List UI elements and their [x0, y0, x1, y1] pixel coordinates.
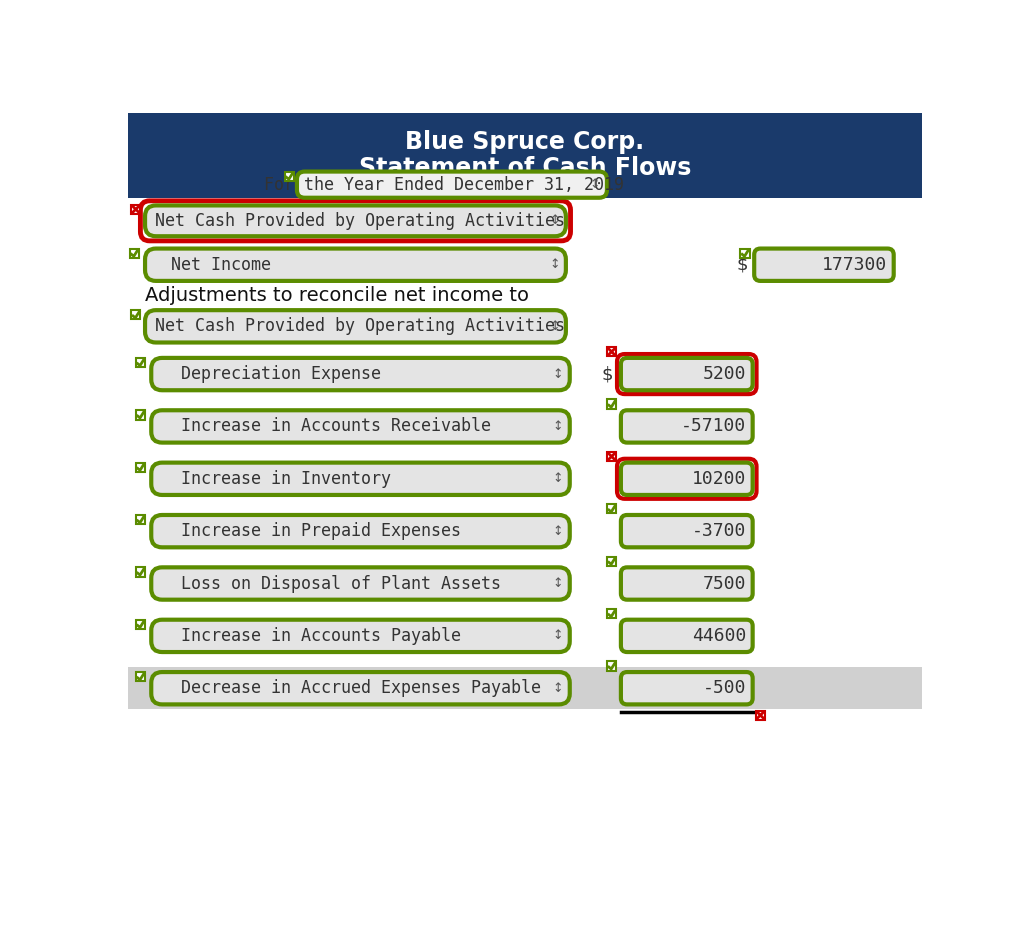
FancyBboxPatch shape	[621, 358, 753, 390]
Bar	[136, 672, 145, 681]
Text: ↕: ↕	[553, 682, 563, 695]
Bar	[131, 310, 140, 319]
Text: ↕: ↕	[549, 215, 559, 227]
FancyBboxPatch shape	[621, 515, 753, 547]
Bar	[128, 113, 922, 198]
FancyBboxPatch shape	[152, 463, 569, 495]
Text: Net Cash Provided by Operating Activities: Net Cash Provided by Operating Activitie…	[155, 317, 565, 335]
Text: ↕: ↕	[553, 367, 563, 381]
FancyBboxPatch shape	[152, 358, 569, 390]
FancyBboxPatch shape	[621, 672, 753, 705]
Bar	[136, 463, 145, 472]
Bar	[607, 609, 616, 618]
Bar	[136, 358, 145, 367]
Bar	[607, 399, 616, 409]
Text: -3700: -3700	[692, 522, 746, 540]
Text: ↕: ↕	[553, 420, 563, 433]
Bar	[607, 557, 616, 566]
Text: Blue Spruce Corp.: Blue Spruce Corp.	[406, 130, 644, 154]
Text: $: $	[736, 255, 748, 274]
Bar	[285, 171, 294, 181]
Bar	[607, 661, 616, 671]
Text: Increase in Inventory: Increase in Inventory	[180, 470, 391, 488]
FancyBboxPatch shape	[621, 463, 753, 495]
Text: Net Income: Net Income	[171, 255, 270, 274]
Text: Depreciation Expense: Depreciation Expense	[180, 365, 381, 383]
Text: ↕: ↕	[589, 178, 600, 191]
Bar	[607, 504, 616, 513]
FancyBboxPatch shape	[145, 310, 566, 343]
Text: Increase in Accounts Receivable: Increase in Accounts Receivable	[180, 417, 490, 435]
Text: $: $	[601, 365, 612, 383]
FancyBboxPatch shape	[152, 672, 569, 705]
FancyBboxPatch shape	[152, 620, 569, 652]
Bar	[136, 620, 145, 629]
Text: -57100: -57100	[681, 417, 746, 435]
Text: Net Cash Provided by Operating Activities: Net Cash Provided by Operating Activitie…	[155, 212, 565, 230]
FancyBboxPatch shape	[621, 567, 753, 600]
Text: Statement of Cash Flows: Statement of Cash Flows	[358, 156, 691, 181]
Text: 44600: 44600	[692, 626, 746, 645]
Bar	[136, 567, 145, 577]
Text: Loss on Disposal of Plant Assets: Loss on Disposal of Plant Assets	[180, 575, 501, 593]
Text: For the Year Ended December 31, 2019: For the Year Ended December 31, 2019	[264, 175, 625, 194]
FancyBboxPatch shape	[297, 171, 607, 198]
FancyBboxPatch shape	[621, 411, 753, 443]
Text: ↕: ↕	[553, 525, 563, 538]
Bar	[130, 249, 139, 258]
Text: Adjustments to reconcile net income to: Adjustments to reconcile net income to	[145, 286, 529, 305]
Bar	[131, 204, 140, 214]
Bar	[756, 710, 765, 720]
Text: ↕: ↕	[553, 629, 563, 642]
FancyBboxPatch shape	[152, 411, 569, 443]
Text: -500: -500	[702, 679, 746, 697]
Text: Increase in Prepaid Expenses: Increase in Prepaid Expenses	[180, 522, 461, 540]
Text: 5200: 5200	[702, 365, 746, 383]
Bar	[136, 411, 145, 419]
FancyBboxPatch shape	[152, 567, 569, 600]
FancyBboxPatch shape	[145, 205, 566, 236]
Text: ↕: ↕	[553, 577, 563, 590]
Text: Increase in Accounts Payable: Increase in Accounts Payable	[180, 626, 461, 645]
Bar	[607, 347, 616, 356]
Bar	[136, 515, 145, 524]
Bar	[607, 452, 616, 461]
Bar	[740, 249, 750, 258]
Text: ↕: ↕	[553, 472, 563, 485]
Text: ↕: ↕	[549, 258, 559, 271]
Text: Decrease in Accrued Expenses Payable: Decrease in Accrued Expenses Payable	[180, 679, 541, 697]
FancyBboxPatch shape	[755, 249, 894, 281]
Bar	[128, 668, 922, 709]
FancyBboxPatch shape	[621, 620, 753, 652]
Text: 7500: 7500	[702, 575, 746, 593]
FancyBboxPatch shape	[152, 515, 569, 547]
Text: 10200: 10200	[692, 470, 746, 488]
FancyBboxPatch shape	[145, 249, 566, 281]
Text: 177300: 177300	[822, 255, 888, 274]
Text: ↕: ↕	[549, 320, 559, 333]
